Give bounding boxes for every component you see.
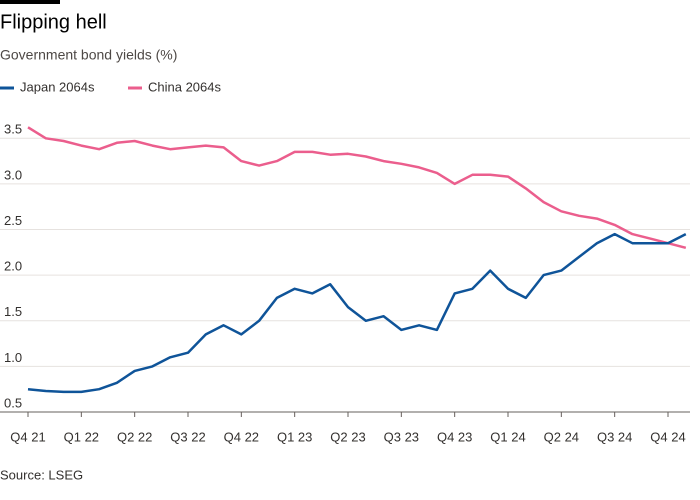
- x-tick-label: Q3 22: [170, 429, 205, 444]
- x-tick-label: Q4 22: [224, 429, 259, 444]
- y-tick-label: 3.5: [4, 122, 22, 137]
- x-tick-label: Q2 23: [330, 429, 365, 444]
- chart-title: Flipping hell: [0, 11, 107, 33]
- y-tick-label: 0.5: [4, 395, 22, 410]
- series-line: [27, 232, 687, 394]
- x-tick-label: Q1 22: [64, 429, 99, 444]
- y-tick-label: 2.5: [4, 213, 22, 228]
- x-tick-label: Q4 21: [10, 429, 45, 444]
- brand-bar: [0, 0, 60, 4]
- y-tick-label: 1.0: [4, 350, 22, 365]
- source: Source: LSEG: [0, 467, 83, 482]
- x-tick-label: Q4 23: [437, 429, 472, 444]
- y-tick-label: 2.0: [4, 259, 22, 274]
- x-tick-label: Q3 24: [597, 429, 632, 444]
- series-line: [27, 126, 687, 250]
- x-tick-label: Q1 24: [490, 429, 525, 444]
- x-tick-label: Q4 24: [650, 429, 685, 444]
- y-tick-label: 1.5: [4, 304, 22, 319]
- x-tick-label: Q1 23: [277, 429, 312, 444]
- legend-label: Japan 2064s: [20, 79, 95, 94]
- x-tick-label: Q2 24: [544, 429, 579, 444]
- chart-subtitle: Government bond yields (%): [0, 47, 177, 63]
- x-tick-label: Q2 22: [117, 429, 152, 444]
- legend-label: China 2064s: [148, 79, 221, 94]
- y-tick-label: 3.0: [4, 167, 22, 182]
- x-tick-label: Q3 23: [384, 429, 419, 444]
